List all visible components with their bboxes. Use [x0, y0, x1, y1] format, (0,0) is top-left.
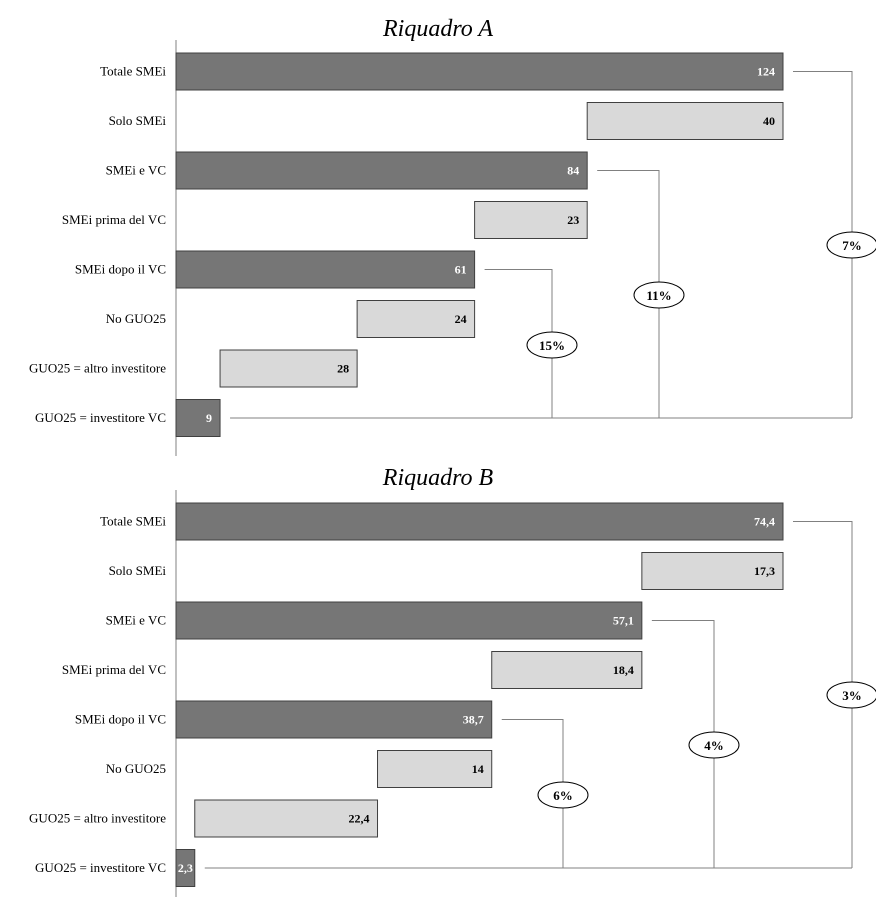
panel-title: Riquadro B [382, 465, 494, 491]
bar [175, 601, 643, 640]
category-label: No GUO25 [106, 311, 166, 326]
percentage-label: 4% [704, 738, 724, 753]
category-label: Solo SMEi [109, 113, 167, 128]
panel-title: Riquadro A [382, 16, 493, 42]
category-label: GUO25 = altro investitore [29, 811, 166, 826]
connector-line [597, 170, 660, 418]
value-label: 61 [455, 263, 467, 277]
value-label: 17,3 [754, 564, 775, 578]
connector-line [793, 71, 853, 418]
value-label: 40 [763, 114, 775, 128]
bar [175, 151, 588, 190]
panel-b: Riquadro B Totale SMEi 74,4 Solo SMEi 17,3 SM… [29, 465, 876, 897]
bar [175, 52, 784, 91]
category-label: GUO25 = investitore VC [35, 410, 166, 425]
percentage-bubble [826, 681, 876, 709]
connector-line [501, 719, 564, 868]
panel-a: Riquadro A Totale SMEi 124 Solo SMEi 40 SMEi … [29, 16, 876, 456]
bar [175, 849, 196, 887]
value-label: 38,7 [463, 713, 484, 727]
value-label: 57,1 [613, 614, 634, 628]
percentage-bubble [633, 281, 685, 309]
bar [194, 799, 379, 838]
bar [491, 651, 643, 689]
category-label: SMEi e VC [106, 613, 166, 628]
value-label: 24 [455, 312, 467, 326]
percentage-label: 6% [553, 788, 573, 803]
bar [474, 201, 588, 239]
value-label: 22,4 [349, 812, 370, 826]
value-label: 74,4 [754, 515, 775, 529]
percentage-bubble [826, 231, 876, 259]
category-label: SMEi prima del VC [62, 212, 166, 227]
category-label: SMEi e VC [106, 163, 166, 178]
category-label: SMEi dopo il VC [75, 262, 166, 277]
bar [356, 300, 476, 338]
value-label: 28 [337, 362, 349, 376]
connector-line [651, 620, 715, 868]
percentage-label: 3% [842, 688, 862, 703]
percentage-label: 15% [539, 338, 565, 353]
value-label: 124 [757, 65, 775, 79]
value-label: 2,3 [178, 861, 193, 875]
category-label: Totale SMEi [100, 64, 166, 79]
bar [175, 399, 221, 437]
bar [377, 750, 493, 788]
value-label: 9 [206, 411, 212, 425]
category-label: No GUO25 [106, 761, 166, 776]
percentage-bubble [526, 331, 578, 359]
bar [586, 102, 784, 140]
category-label: Solo SMEi [109, 563, 167, 578]
connector-line [793, 521, 853, 868]
category-label: GUO25 = investitore VC [35, 860, 166, 875]
category-label: SMEi prima del VC [62, 662, 166, 677]
value-label: 18,4 [613, 663, 634, 677]
bar [175, 700, 493, 739]
bar [641, 552, 784, 590]
value-label: 14 [472, 762, 484, 776]
percentage-bubble [537, 781, 589, 809]
value-label: 23 [567, 213, 579, 227]
bar [175, 502, 784, 541]
bar [175, 250, 476, 289]
percentage-label: 11% [646, 288, 671, 303]
category-label: Totale SMEi [100, 514, 166, 529]
category-label: GUO25 = altro investitore [29, 361, 166, 376]
connector-line [484, 269, 553, 418]
bar [219, 349, 358, 388]
percentage-label: 7% [842, 238, 862, 253]
category-label: SMEi dopo il VC [75, 712, 166, 727]
percentage-bubble [688, 731, 740, 759]
value-label: 84 [567, 164, 579, 178]
